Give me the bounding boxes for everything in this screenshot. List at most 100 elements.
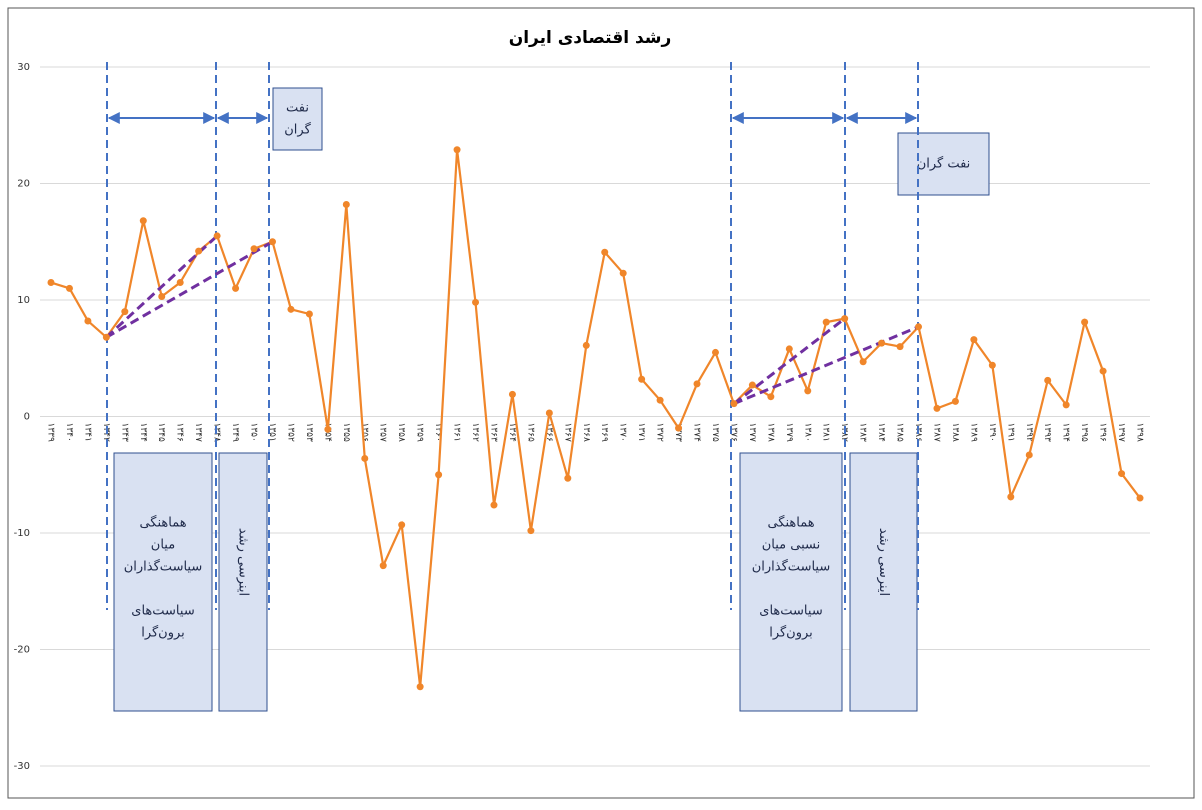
x-tick-label: ۱۳۳۹ [46,423,56,443]
data-point [601,248,609,256]
x-tick-label: ۱۳۷۳ [673,423,683,443]
x-tick-label: ۱۳۷۲ [655,423,665,443]
y-tick-label: 10 [17,295,30,306]
x-tick-label: ۱۳۹۵ [1079,423,1089,443]
trend-line [105,234,219,339]
x-tick-label: ۱۳۴۶ [175,423,185,443]
y-tick-label: 30 [17,62,30,73]
y-tick-label: -20 [14,645,30,656]
annotation-text: نفت گران [917,156,971,172]
data-point [287,305,295,313]
x-tick-label: ۱۳۹۴ [1061,423,1071,443]
x-tick-label: ۱۳۸۳ [858,423,868,443]
data-point [748,381,756,389]
x-tick-label: ۱۳۶۳ [488,423,498,443]
data-point [970,336,978,344]
annotation-text: میان [151,538,175,553]
trend-line [733,317,846,405]
data-point [416,683,424,691]
data-point [822,318,830,326]
data-point [1062,401,1070,409]
data-point [711,348,719,356]
x-tick-label: ۱۳۷۹ [784,423,794,443]
x-tick-label: ۱۳۶۸ [581,423,591,443]
data-point [453,146,461,154]
annotation-text: نفت [286,101,309,116]
data-point [508,390,516,398]
x-tick-label: ۱۳۶۹ [599,423,609,443]
x-tick-label: ۱۳۸۰ [802,423,812,442]
x-tick-label: ۱۳۵۱ [267,423,277,442]
x-tick-label: ۱۳۹۷ [1116,423,1126,443]
x-tick-label: ۱۳۶۶ [544,423,554,443]
x-tick-label: ۱۳۶۵ [525,423,535,443]
data-point [268,238,276,246]
annotation-box [849,452,918,712]
x-tick-label: ۱۳۴۱ [82,423,92,442]
data-point [1007,493,1015,501]
data-point [65,284,73,292]
data-point [619,269,627,277]
x-tick-label: ۱۳۴۷ [193,423,203,443]
data-point [213,232,221,240]
series-line [50,149,1141,687]
annotation-text: اینرسی رشد [876,528,891,596]
data-point [896,343,904,351]
data-point [361,454,369,462]
x-tick-label: ۱۳۴۹ [230,423,240,443]
y-tick-label: 20 [17,179,30,190]
data-point [564,474,572,482]
annotation-box [739,452,843,712]
data-point [693,380,701,388]
annotation-text: سیاست‌گذاران [124,559,203,575]
data-point [804,387,812,395]
annotation-text: برون‌گرا [769,625,813,641]
data-point [527,527,535,535]
data-point [47,279,55,287]
annotation-text: برون‌گرا [141,625,185,641]
data-point [988,361,996,369]
data-point [841,315,849,323]
x-tick-label: ۱۳۸۴ [876,423,886,443]
data-point [638,375,646,383]
annotation-text: سیاست‌های [131,604,194,619]
x-tick-label: ۱۳۶۲ [470,423,480,443]
annotation-text: اینرسی رشد [236,528,251,596]
data-point [1136,494,1144,502]
data-point [379,562,387,570]
x-tick-label: ۱۳۷۰ [618,423,628,442]
data-point [232,284,240,292]
data-point [1044,376,1052,384]
y-tick-label: -10 [14,528,30,539]
x-tick-label: ۱۳۹۸ [1135,423,1145,443]
annotation-text: نسبی میان [762,538,821,553]
x-tick-label: ۱۳۴۵ [156,423,166,443]
x-tick-label: ۱۳۸۹ [968,423,978,443]
data-point [859,358,867,366]
data-point [656,396,664,404]
x-tick-label: ۱۳۵۳ [304,423,314,443]
x-tick-label: ۱۳۴۰ [64,423,74,442]
x-tick-label: ۱۳۴۳ [119,423,129,443]
data-point [121,308,129,316]
x-tick-label: ۱۳۵۲ [285,423,295,443]
x-tick-label: ۱۳۷۵ [710,423,720,443]
x-tick-label: ۱۳۴۲ [101,423,111,443]
x-tick-label: ۱۳۸۸ [950,423,960,443]
annotation-text: هماهنگی [767,515,814,531]
annotation-box [897,132,990,196]
data-point [398,521,406,529]
data-point [1118,470,1126,478]
data-point [785,345,793,353]
data-point [342,200,350,208]
x-tick-label: ۱۳۸۵ [895,423,905,443]
data-point [1081,318,1089,326]
annotation-text: سیاست‌گذاران [752,559,831,575]
data-point [582,341,590,349]
x-tick-label: ۱۳۶۰ [433,423,443,442]
data-point [767,393,775,401]
x-tick-label: ۱۳۹۶ [1098,423,1108,443]
x-tick-label: ۱۳۶۱ [452,423,462,442]
data-point [1099,367,1107,375]
